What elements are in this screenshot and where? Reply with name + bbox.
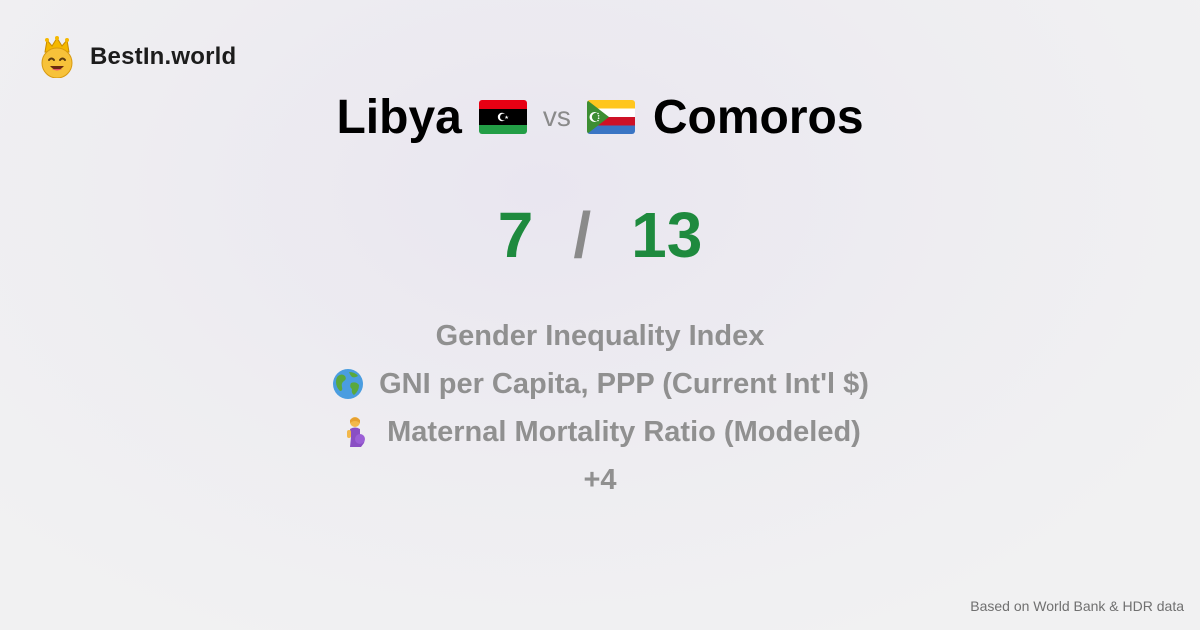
comoros-flag-icon [586,100,635,134]
score: 7 / 13 [0,190,1200,280]
metric-list: Gender Inequality Index GNI per Capita, … [0,312,1200,504]
more-label: +4 [583,463,617,496]
left-score: 7 [497,199,534,271]
libya-flag-icon [478,100,527,134]
right-country-name[interactable]: Comoros [652,90,864,144]
brand-name: BestIn.world [90,43,237,70]
metric-label: Maternal Mortality Ratio (Modeled) [387,415,861,448]
right-score: 13 [631,199,703,271]
metric-label: Gender Inequality Index [435,319,765,352]
metric-item[interactable]: Maternal Mortality Ratio (Modeled) [0,408,1200,456]
crown-smile-icon [41,36,73,78]
vs-label: vs [542,101,571,132]
data-source-note: Based on World Bank & HDR data [970,598,1184,614]
left-country-name[interactable]: Libya [336,90,462,144]
comparison-title: Libya vs Comoros [0,84,1200,150]
more-metrics-button[interactable]: +4 [0,456,1200,504]
score-separator: / [573,199,592,271]
brand[interactable]: BestIn.world [38,36,236,78]
metric-label: GNI per Capita, PPP (Current Int'l $) [379,367,869,400]
pregnant-woman-icon [347,417,366,447]
metric-item[interactable]: GNI per Capita, PPP (Current Int'l $) [0,360,1200,408]
globe-icon [333,369,364,399]
metric-item[interactable]: Gender Inequality Index [0,312,1200,360]
